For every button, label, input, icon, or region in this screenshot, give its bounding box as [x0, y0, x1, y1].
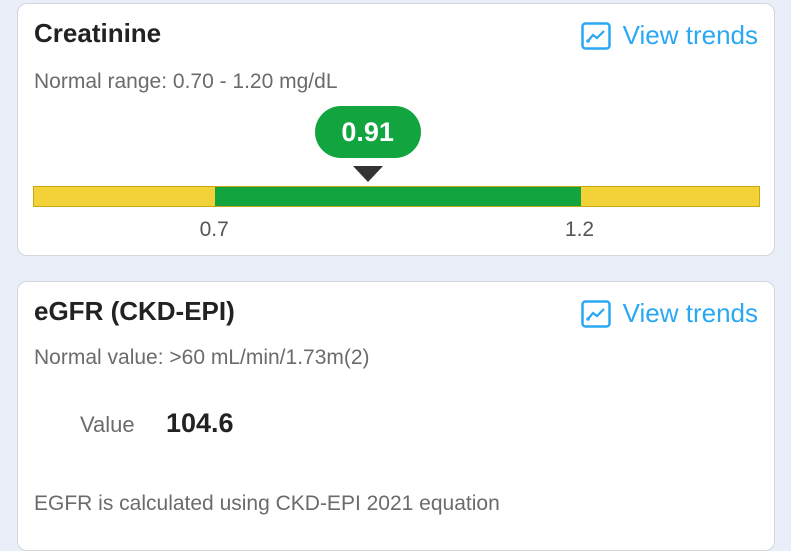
view-trends-label: View trends — [622, 298, 758, 328]
egfr-view-trends-link[interactable]: View trends — [580, 298, 758, 329]
creatinine-normal-range: Normal range: 0.70 - 1.20 mg/dL — [34, 70, 338, 93]
egfr-value: 104.6 — [166, 408, 234, 438]
egfr-normal-value: Normal value: >60 mL/min/1.73m(2) — [34, 346, 370, 369]
egfr-card: eGFR (CKD-EPI) View trends Normal value:… — [17, 281, 775, 551]
trend-chart-icon — [580, 299, 611, 328]
creatinine-card: Creatinine View trends Normal range: 0.7… — [17, 3, 775, 256]
creatinine-title: Creatinine — [34, 18, 162, 48]
range-bar — [33, 186, 760, 207]
value-marker-icon — [352, 166, 383, 182]
egfr-note: EGFR is calculated using CKD-EPI 2021 eq… — [34, 492, 500, 515]
creatinine-value-badge: 0.91 — [314, 106, 421, 158]
creatinine-view-trends-link[interactable]: View trends — [580, 20, 758, 51]
low-limit-label: 0.7 — [199, 218, 229, 241]
egfr-title: eGFR (CKD-EPI) — [34, 296, 235, 326]
view-trends-label: View trends — [622, 20, 758, 50]
normal-range-segment — [215, 187, 581, 206]
egfr-value-label: Value — [80, 412, 135, 437]
trend-chart-icon — [580, 21, 611, 50]
high-limit-label: 1.2 — [564, 218, 595, 241]
